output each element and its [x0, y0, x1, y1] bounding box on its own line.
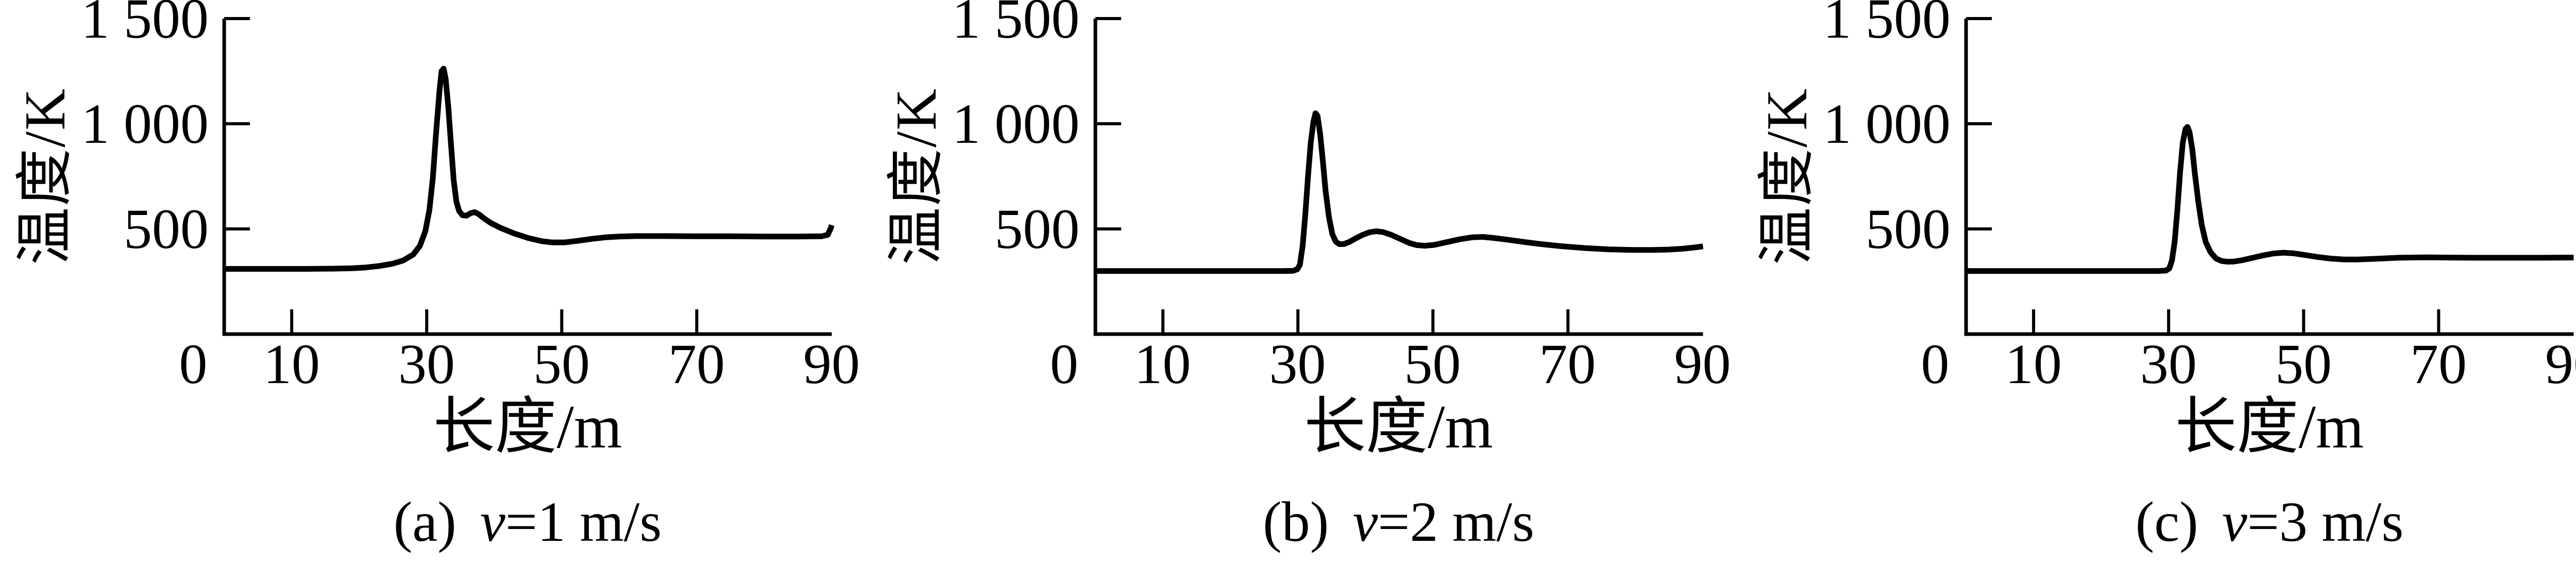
- x-tick-label: 0: [1050, 333, 1078, 395]
- x-tick-label: 50: [2275, 333, 2332, 395]
- temperature-curve: [1095, 110, 1703, 274]
- y-axis-title: 温度/K: [13, 88, 77, 265]
- axis-spine: [1093, 19, 1703, 336]
- panel-c: 500 1 000 1 500 0 10 30 50 70 90 温度/K 长度/m (c) v=…: [1742, 0, 2576, 562]
- x-axis-title: 长度/m: [2175, 392, 2364, 461]
- x-tick-label: 50: [533, 333, 590, 395]
- x-tick-label: 30: [1269, 333, 1326, 395]
- y-tick-label: 500: [124, 197, 209, 260]
- caption-index: (a): [393, 490, 456, 553]
- y-tick-label: 1 000: [952, 92, 1080, 155]
- x-tick-label: 0: [179, 333, 208, 395]
- x-tick-label: 30: [398, 333, 455, 395]
- x-tick-label: 70: [1539, 333, 1596, 395]
- panel-caption: (a) v=1 m/s: [394, 493, 662, 550]
- y-tick-label: 1 000: [1823, 92, 1951, 155]
- y-tick-label: 500: [1866, 197, 1951, 260]
- x-tick-label: 90: [803, 333, 860, 395]
- y-axis-title: 温度/K: [884, 88, 948, 265]
- x-tick-label: 10: [1134, 333, 1191, 395]
- y-tick-label: 1 500: [952, 0, 1080, 50]
- panel-a: 500 1 000 1 500 0 10 30 50 70 90 温度/K 长度/m (a) v=…: [0, 0, 871, 562]
- panel-b: 500 1 000 1 500 0 10 30 50 70 90 温度/K 长度/m (b) v=…: [871, 0, 1742, 562]
- plot-area-c: [1964, 17, 2574, 336]
- x-tick-label: 10: [2005, 333, 2062, 395]
- y-tick-label: 1 500: [1823, 0, 1951, 50]
- plot-area-a: [222, 17, 835, 336]
- y-tick-label: 1 500: [81, 0, 209, 50]
- x-tick-label: 70: [668, 333, 725, 395]
- temperature-curve: [1966, 124, 2574, 274]
- x-tick-label: 90: [2545, 333, 2576, 395]
- axis-spine: [1964, 19, 2574, 336]
- caption-variable: v: [2222, 490, 2247, 553]
- temperature-curve: [224, 65, 835, 272]
- caption-variable: v: [480, 490, 505, 553]
- y-tick-label: 500: [994, 197, 1080, 260]
- caption-index: (b): [1263, 490, 1329, 553]
- y-tick-label: 1 000: [81, 92, 209, 155]
- x-axis-title: 长度/m: [1304, 392, 1493, 461]
- x-tick-label: 0: [1921, 333, 1950, 395]
- panel-caption: (c) v=3 m/s: [2136, 493, 2404, 550]
- x-tick-label: 70: [2410, 333, 2467, 395]
- x-tick-label: 90: [1674, 333, 1731, 395]
- x-tick-label: 50: [1404, 333, 1461, 395]
- caption-value: =2 m/s: [1378, 490, 1534, 553]
- axis-spine: [222, 19, 832, 336]
- caption-index: (c): [2135, 490, 2198, 553]
- caption-value: =1 m/s: [505, 490, 662, 553]
- x-axis-title: 长度/m: [433, 392, 622, 461]
- panel-caption: (b) v=2 m/s: [1263, 493, 1534, 550]
- plot-area-b: [1093, 17, 1703, 336]
- x-tick-label: 10: [263, 333, 320, 395]
- caption-value: =3 m/s: [2247, 490, 2404, 553]
- caption-variable: v: [1352, 490, 1378, 553]
- y-axis-title: 温度/K: [1755, 88, 1819, 265]
- x-tick-label: 30: [2140, 333, 2197, 395]
